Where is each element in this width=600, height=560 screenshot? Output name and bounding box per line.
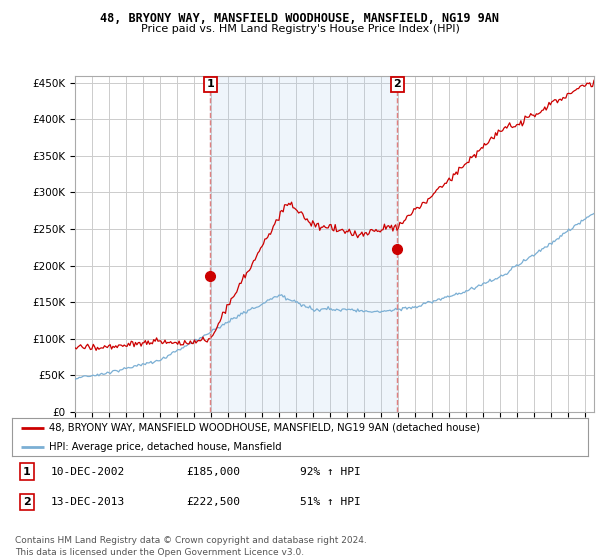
Text: 1: 1 xyxy=(206,80,214,90)
Bar xyxy=(210,76,397,412)
Text: £222,500: £222,500 xyxy=(186,497,240,507)
Text: 2: 2 xyxy=(23,497,31,507)
Text: HPI: Average price, detached house, Mansfield: HPI: Average price, detached house, Mans… xyxy=(49,442,282,452)
Text: 1: 1 xyxy=(23,466,31,477)
Text: 92% ↑ HPI: 92% ↑ HPI xyxy=(300,466,361,477)
Text: 10-DEC-2002: 10-DEC-2002 xyxy=(51,466,125,477)
Text: 51% ↑ HPI: 51% ↑ HPI xyxy=(300,497,361,507)
Text: Price paid vs. HM Land Registry's House Price Index (HPI): Price paid vs. HM Land Registry's House … xyxy=(140,24,460,34)
Text: Contains HM Land Registry data © Crown copyright and database right 2024.
This d: Contains HM Land Registry data © Crown c… xyxy=(15,536,367,557)
Text: 48, BRYONY WAY, MANSFIELD WOODHOUSE, MANSFIELD, NG19 9AN (detached house): 48, BRYONY WAY, MANSFIELD WOODHOUSE, MAN… xyxy=(49,423,481,433)
Text: 2: 2 xyxy=(394,80,401,90)
Text: £185,000: £185,000 xyxy=(186,466,240,477)
Text: 48, BRYONY WAY, MANSFIELD WOODHOUSE, MANSFIELD, NG19 9AN: 48, BRYONY WAY, MANSFIELD WOODHOUSE, MAN… xyxy=(101,12,499,25)
Text: 13-DEC-2013: 13-DEC-2013 xyxy=(51,497,125,507)
